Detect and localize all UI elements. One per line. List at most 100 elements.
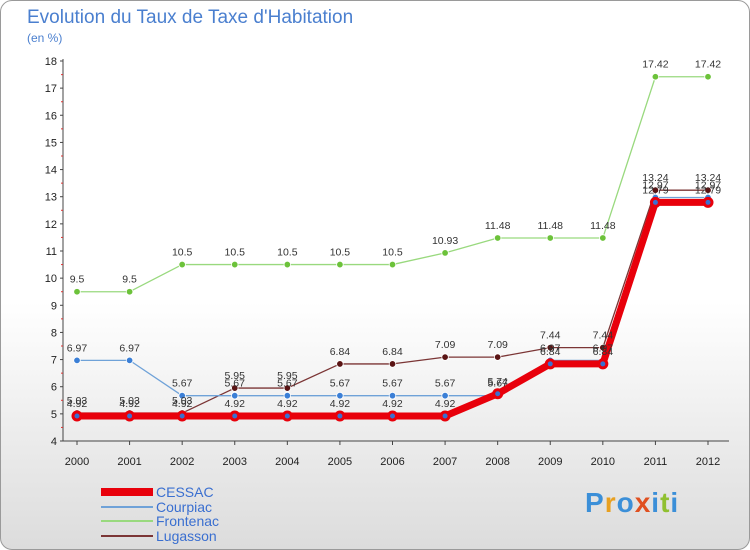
data-point-core bbox=[390, 413, 395, 419]
data-point-frontenac bbox=[493, 234, 502, 242]
data-point-frontenac bbox=[651, 73, 660, 81]
y-tick-label: 18 bbox=[45, 56, 57, 68]
data-label-lugasson: 7.09 bbox=[435, 339, 456, 351]
data-label-courpiac: 5.67 bbox=[225, 378, 246, 390]
data-point-frontenac bbox=[178, 260, 186, 269]
data-label-frontenac: 11.48 bbox=[485, 220, 511, 232]
data-point-courpiac bbox=[73, 356, 81, 365]
data-point-frontenac bbox=[73, 288, 81, 296]
chart-axes: 4 5 6 7 8 9 10 11 12 13 14 15 16 17 18 2000 2001 2002 2003… bbox=[45, 56, 729, 468]
data-label-lugasson: 5.03 bbox=[119, 395, 140, 407]
data-label-cessac: 4.92 bbox=[277, 398, 298, 410]
data-label-lugasson: 7.09 bbox=[487, 339, 508, 351]
data-point-lugasson bbox=[283, 384, 292, 392]
data-label-frontenac: 10.5 bbox=[225, 247, 246, 259]
data-label-frontenac: 10.5 bbox=[172, 247, 193, 259]
data-point-frontenac bbox=[336, 260, 344, 269]
y-unit-label: (en %) bbox=[27, 31, 63, 45]
data-label-courpiac: 5.67 bbox=[435, 378, 456, 390]
data-label-layer: 5.03 5.03 5.03 5.95 5.95 6.84 6.84 7.09 7.09 7.44… bbox=[67, 59, 722, 410]
legend-swatch bbox=[101, 505, 153, 508]
data-point-courpiac bbox=[441, 391, 449, 400]
logo-letter: o bbox=[616, 487, 635, 518]
y-tick-label: 12 bbox=[45, 219, 57, 231]
data-point-core bbox=[442, 413, 448, 419]
data-label-cessac: 6.84 bbox=[540, 346, 561, 358]
logo-letter: t bbox=[660, 487, 671, 518]
data-label-courpiac: 5.67 bbox=[382, 378, 403, 390]
y-tick-label: 5 bbox=[51, 409, 57, 421]
data-label-frontenac: 10.5 bbox=[277, 247, 298, 259]
data-point-courpiac bbox=[231, 391, 239, 400]
data-point-core bbox=[495, 391, 501, 397]
data-point-core bbox=[74, 413, 80, 419]
data-label-courpiac: 12.97 bbox=[642, 180, 668, 192]
logo-letter: P bbox=[585, 487, 605, 518]
data-label-lugasson: 5.95 bbox=[225, 370, 246, 382]
logo-letter: x bbox=[634, 487, 652, 518]
data-label-frontenac: 10.5 bbox=[382, 247, 403, 259]
legend-swatch bbox=[101, 520, 153, 522]
proxiti-logo: Proxiti bbox=[585, 487, 679, 519]
x-tick-label: 2007 bbox=[433, 456, 457, 468]
x-tick-label: 2012 bbox=[696, 456, 720, 468]
data-point-courpiac bbox=[388, 391, 397, 400]
chart-title: Evolution du Taux de Taxe d'Habitation bbox=[27, 7, 354, 28]
y-tick-label: 6 bbox=[51, 382, 57, 394]
x-tick-label: 2005 bbox=[328, 456, 352, 468]
data-label-cessac: 5.74 bbox=[487, 376, 508, 388]
data-point-frontenac bbox=[283, 260, 292, 269]
legend-swatch bbox=[101, 488, 153, 496]
data-point-frontenac bbox=[704, 73, 712, 81]
data-label-cessac: 4.92 bbox=[172, 398, 193, 410]
x-tick-label: 2008 bbox=[485, 456, 509, 468]
data-point-core bbox=[600, 361, 606, 367]
logo-letter: r bbox=[604, 487, 617, 518]
data-label-cessac: 4.92 bbox=[67, 398, 88, 410]
data-point-frontenac bbox=[231, 260, 239, 269]
logo-letter: i bbox=[651, 487, 661, 518]
data-label-frontenac: 17.42 bbox=[642, 59, 668, 71]
data-label-frontenac: 10.5 bbox=[330, 247, 351, 259]
data-point-lugasson bbox=[441, 353, 449, 361]
data-label-courpiac: 12.97 bbox=[695, 180, 721, 192]
x-tick-label: 2010 bbox=[591, 456, 615, 468]
data-label-lugasson: 13.24 bbox=[695, 172, 721, 184]
data-label-cessac: 4.92 bbox=[119, 398, 140, 410]
legend-label: CESSAC bbox=[156, 484, 214, 500]
data-point-core bbox=[705, 199, 711, 205]
y-tick-label: 13 bbox=[45, 192, 57, 204]
y-tick-label: 4 bbox=[51, 436, 57, 448]
legend-label: Courpiac bbox=[156, 498, 213, 515]
data-point-lugasson bbox=[231, 384, 239, 392]
data-point-courpiac bbox=[336, 391, 344, 400]
data-label-courpiac: 6.97 bbox=[67, 342, 88, 354]
x-tick-label: 2000 bbox=[65, 456, 89, 468]
series-layer bbox=[71, 73, 714, 422]
data-point-lugasson bbox=[336, 360, 344, 368]
data-label-lugasson: 13.24 bbox=[642, 172, 668, 184]
data-point-core bbox=[179, 413, 185, 419]
data-label-frontenac: 9.5 bbox=[122, 274, 137, 286]
data-label-lugasson: 7.44 bbox=[540, 330, 561, 342]
x-tick-label: 2009 bbox=[538, 456, 562, 468]
x-tick-label: 2001 bbox=[117, 456, 141, 468]
data-label-cessac: 4.92 bbox=[225, 398, 246, 410]
series-line-frontenac bbox=[77, 76, 708, 293]
data-point-core bbox=[232, 413, 238, 419]
data-point-lugasson bbox=[388, 360, 397, 368]
data-point-frontenac bbox=[546, 234, 554, 242]
x-tick-label: 2006 bbox=[380, 456, 404, 468]
data-point-frontenac bbox=[441, 249, 449, 257]
data-point-courpiac bbox=[125, 356, 134, 365]
data-point-lugasson bbox=[704, 186, 712, 194]
data-label-cessac: 6.84 bbox=[593, 346, 614, 358]
data-point-core bbox=[337, 413, 343, 419]
y-tick-label: 15 bbox=[45, 137, 57, 149]
data-label-lugasson: 7.44 bbox=[593, 330, 614, 342]
data-label-lugasson: 5.95 bbox=[277, 370, 298, 382]
data-label-courpiac: 5.67 bbox=[330, 378, 351, 390]
legend-swatch bbox=[101, 534, 153, 537]
y-tick-label: 11 bbox=[46, 246, 57, 258]
y-tick-label: 7 bbox=[51, 355, 57, 367]
